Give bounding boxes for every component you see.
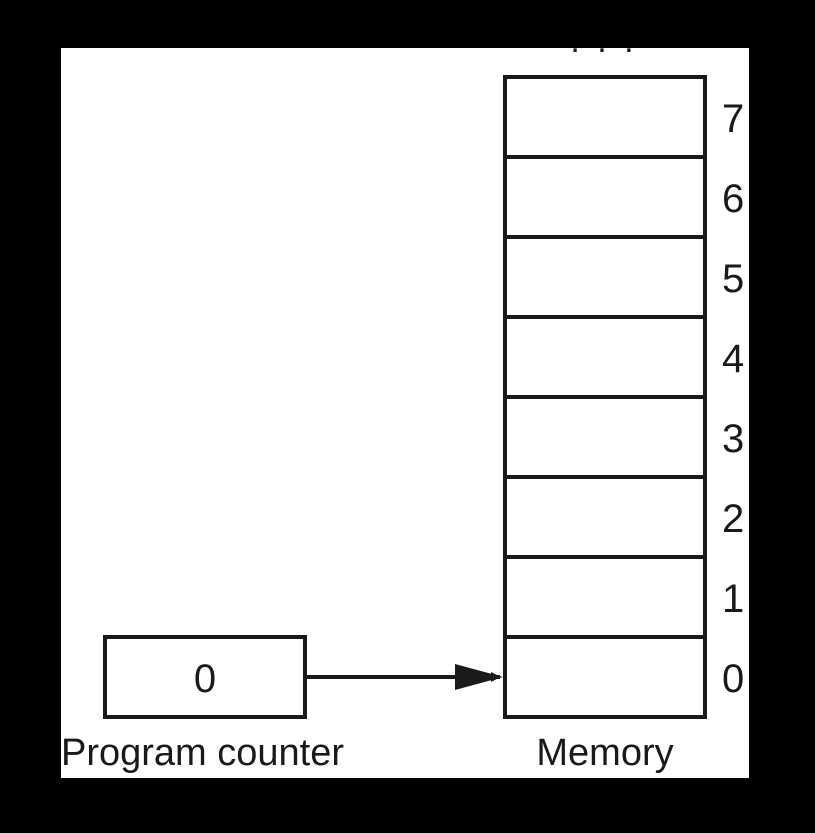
memory-cell-0 [503,635,707,719]
memory-column [503,75,707,719]
arrowhead-icon [455,664,503,690]
address-label-7: 7 [722,97,744,141]
address-label-3: 3 [722,417,744,461]
program-counter-value: 0 [194,657,216,701]
address-label-0: 0 [722,657,744,701]
memory-ellipsis: . . . [570,22,637,60]
address-label-2: 2 [722,497,744,541]
address-label-6: 6 [722,177,744,221]
address-label-1: 1 [722,577,744,621]
program-counter-label: Program counter [61,732,344,774]
canvas-background [61,48,749,778]
address-label-4: 4 [722,337,744,381]
address-labels: 7 6 5 4 3 2 1 0 [722,97,744,701]
memory-label: Memory [536,732,673,774]
address-label-5: 5 [722,257,744,301]
